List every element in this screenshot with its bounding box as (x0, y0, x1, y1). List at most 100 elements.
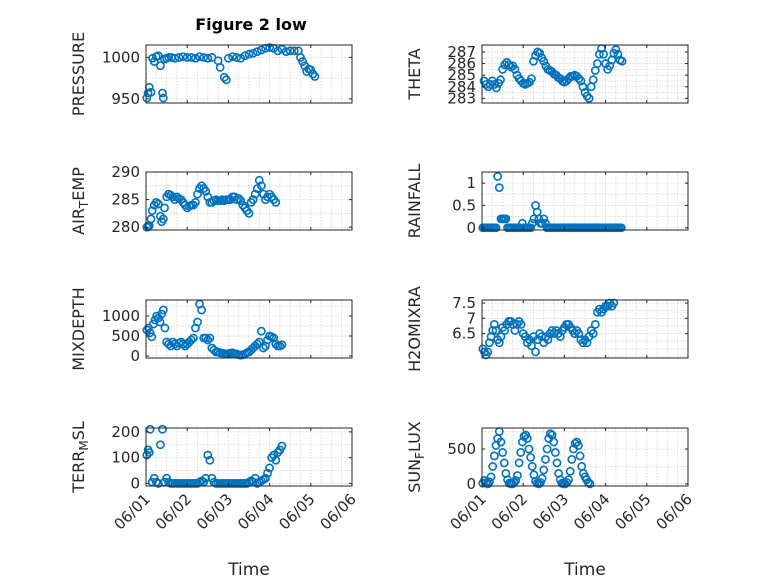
x-tick-label: 06/03 (529, 490, 572, 533)
subplot-pressure: 950 1000 PRESSURE (69, 32, 353, 116)
subplot-rainfall: 0 0.5 1 RAINFALL (405, 164, 689, 238)
data-point (147, 332, 157, 342)
y-axis-label: SUNFLUX (405, 421, 427, 493)
y-axis-label: PRESSURE (69, 32, 88, 116)
data-point (191, 53, 200, 63)
data-point (273, 46, 283, 56)
data-point (142, 450, 152, 460)
data-point (539, 214, 549, 224)
data-point (298, 57, 307, 66)
data-point (153, 479, 163, 488)
data-point (151, 197, 161, 207)
data-point (153, 199, 163, 209)
subplot-mixdepth: 0 500 1000 MIXDEPTH (69, 287, 353, 371)
data-point (248, 195, 258, 205)
data-point (277, 441, 287, 451)
data-point (585, 479, 595, 489)
data-point (158, 305, 168, 315)
y-tick-label: 0 (130, 474, 140, 492)
data-point (160, 203, 169, 213)
data-point (289, 46, 299, 56)
data-point (522, 434, 532, 443)
data-point (234, 194, 244, 203)
data-point (588, 329, 598, 338)
data-point (254, 337, 264, 347)
y-tick-label: 284 (447, 78, 476, 96)
data-point (201, 186, 211, 196)
data-point (537, 473, 547, 483)
data-point (248, 48, 258, 58)
data-point (616, 223, 626, 233)
y-axis-label: THETA (405, 48, 424, 100)
data-point (590, 320, 600, 329)
y-tick-label: 6.5 (452, 325, 476, 343)
data-point (271, 339, 281, 349)
data-point (545, 429, 555, 438)
y-tick-label: 1000 (102, 48, 140, 66)
data-point (541, 455, 550, 464)
axes-frame (145, 171, 353, 231)
data-point (511, 476, 521, 485)
data-point (193, 317, 202, 327)
data-point (565, 466, 575, 476)
data-point (219, 72, 229, 82)
y-tick-label: 0.5 (452, 196, 476, 214)
data-point (550, 448, 560, 457)
data-point (271, 455, 281, 465)
x-axis-label: Time (227, 560, 270, 580)
y-tick-label: 100 (111, 449, 140, 467)
y-axis-label: H2OMIXRA (405, 286, 424, 372)
data-point (199, 53, 209, 62)
data-point (156, 440, 165, 450)
data-point (611, 45, 621, 55)
data-point (145, 328, 155, 338)
data-point (203, 53, 213, 63)
data-point (531, 347, 540, 357)
data-point (250, 189, 260, 199)
data-point (145, 424, 155, 434)
data-point (261, 473, 270, 483)
data-point (201, 473, 211, 483)
y-tick-label: 500 (447, 440, 476, 458)
data-point (501, 214, 511, 224)
x-axis-label: Time (563, 560, 606, 580)
y-tick-label: 290 (111, 163, 140, 181)
data-point (265, 463, 274, 473)
data-point (526, 452, 536, 462)
data-point (277, 340, 287, 350)
x-tick-label: 06/06 (317, 490, 360, 533)
data-point (252, 47, 262, 57)
data-point (228, 52, 237, 61)
data-point (191, 197, 200, 207)
data-point (178, 52, 188, 61)
data-point (552, 458, 562, 468)
axes-frame (145, 44, 353, 104)
axes-frame (481, 171, 689, 231)
data-point (592, 59, 602, 68)
data-point (155, 317, 165, 327)
y-tick-label: 1 (466, 174, 476, 192)
data-point (527, 462, 537, 471)
data-point (488, 462, 498, 471)
data-point (186, 335, 196, 345)
data-point (485, 477, 494, 487)
data-point (182, 53, 192, 62)
data-point (203, 192, 213, 202)
x-tick-label: 06/05 (275, 490, 318, 533)
data-point (496, 75, 505, 85)
y-tick-label: 285 (447, 66, 476, 84)
data-point (142, 93, 152, 103)
data-point (263, 468, 272, 478)
x-tick-label: 06/04 (570, 490, 613, 533)
data-point (147, 206, 157, 216)
data-point (197, 305, 207, 315)
data-point (564, 475, 573, 485)
subplot-h2omixra: 6.577.5 H2OMIXRA (405, 286, 689, 372)
data-point (527, 218, 537, 228)
data-point (201, 333, 211, 343)
data-point (146, 214, 156, 224)
data-point (516, 320, 526, 329)
data-point (527, 74, 536, 84)
